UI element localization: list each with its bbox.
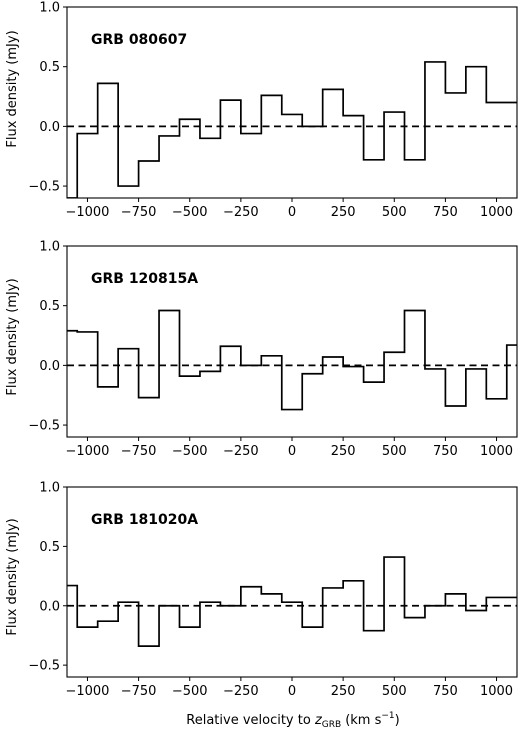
x-tick-label: −500 — [172, 684, 208, 699]
x-axis-label-var: z — [314, 713, 323, 728]
y-tick-label: −0.5 — [28, 180, 60, 195]
x-axis-label-text: Relative velocity to — [186, 713, 311, 728]
x-tick-label: 1000 — [480, 205, 513, 220]
x-tick-label: −1000 — [65, 205, 109, 220]
panel-title: GRB 181020A — [91, 512, 198, 528]
panel-grb-181020a: −1000 −750 −500 −250 0 250 500 750 1000 −0.5 0.0 0.… — [28, 481, 518, 699]
x-tick-label: 0 — [288, 684, 296, 699]
panel-title: GRB 080607 — [91, 32, 187, 48]
x-tick-label: −1000 — [65, 444, 109, 459]
panel-grb-080607: −1000 −750 −500 −250 0 250 500 750 1000 −0.5 0.0 0.… — [28, 1, 518, 220]
x-tick-label: 250 — [331, 684, 356, 699]
x-tick-label: 250 — [331, 205, 356, 220]
x-axis-label-unit-sup: −1 — [381, 711, 394, 721]
panel-grb-120815a: −1000 −750 −500 −250 0 250 500 750 1000 −0.5 0.0 0.… — [28, 240, 518, 459]
y-tick-label: −0.5 — [28, 659, 60, 674]
x-tick-label: 750 — [433, 444, 458, 459]
x-axis-label: Relative velocity to zGRB (km s−1) — [186, 711, 399, 730]
x-tick-label: 750 — [433, 684, 458, 699]
y-tick-label: 0.5 — [39, 299, 60, 314]
y-tick-label: 0.5 — [39, 540, 60, 555]
y-tick-label: −0.5 — [28, 419, 60, 434]
x-tick-label: −250 — [223, 444, 259, 459]
x-tick-label: −750 — [121, 205, 157, 220]
x-tick-label: −250 — [223, 205, 259, 220]
x-tick-label: −500 — [172, 444, 208, 459]
x-tick-label: −1000 — [65, 684, 109, 699]
y-axis-label-1: Flux density (mJy) — [5, 30, 20, 147]
x-tick-label: 0 — [288, 444, 296, 459]
x-axis-label-close: ) — [395, 713, 400, 728]
x-tick-label: −750 — [121, 444, 157, 459]
x-tick-label: 250 — [331, 444, 356, 459]
y-tick-label: 0.5 — [39, 60, 60, 75]
y-tick-label: 0.0 — [39, 599, 60, 614]
x-tick-label: −250 — [223, 684, 259, 699]
y-tick-label: 0.0 — [39, 359, 60, 374]
x-axis-label-unit: (km s — [345, 713, 381, 728]
y-axis-label-3: Flux density (mJy) — [5, 518, 20, 635]
y-tick-label: 1.0 — [39, 240, 60, 255]
y-tick-label: 1.0 — [39, 1, 60, 16]
y-tick-label: 1.0 — [39, 481, 60, 496]
panel-title: GRB 120815A — [91, 271, 198, 287]
x-tick-label: 500 — [382, 205, 407, 220]
x-tick-label: 1000 — [480, 684, 513, 699]
x-tick-label: 0 — [288, 205, 296, 220]
x-tick-label: 500 — [382, 444, 407, 459]
flux-step-series — [67, 309, 517, 411]
x-tick-label: 750 — [433, 205, 458, 220]
y-tick-label: 0.0 — [39, 120, 60, 135]
x-axis-label-sub: GRB — [322, 720, 341, 730]
x-tick-label: −500 — [172, 205, 208, 220]
y-axis-label-2: Flux density (mJy) — [5, 278, 20, 395]
x-tick-label: 500 — [382, 684, 407, 699]
flux-step-series — [67, 61, 517, 198]
x-tick-label: 1000 — [480, 444, 513, 459]
flux-step-series — [67, 556, 517, 647]
x-tick-label: −750 — [121, 684, 157, 699]
